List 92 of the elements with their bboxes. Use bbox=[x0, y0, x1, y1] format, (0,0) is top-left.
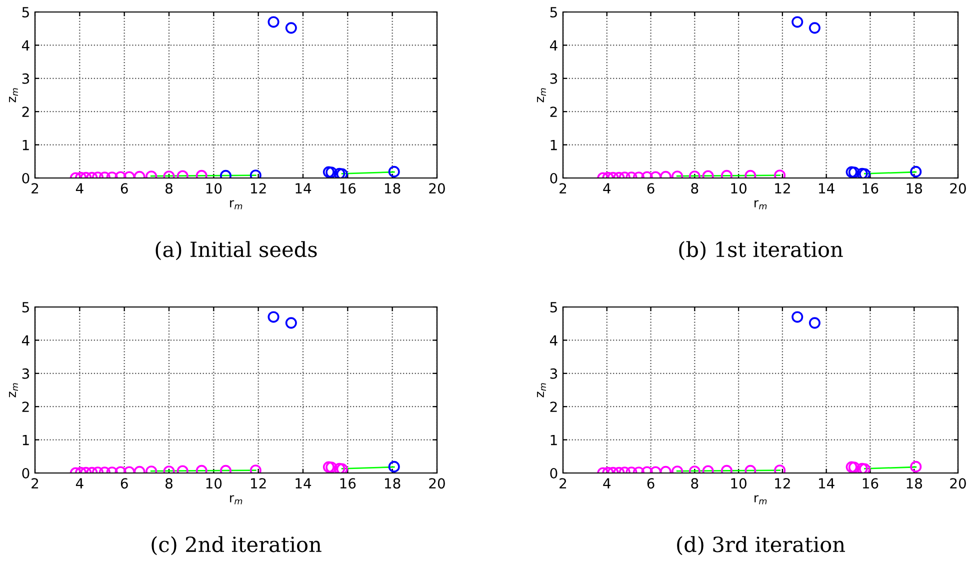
x-tick-label: 10 bbox=[206, 478, 222, 489]
x-tick-label: 4 bbox=[603, 183, 611, 194]
y-axis-title: z$_{m}$ bbox=[9, 383, 18, 398]
x-tick-label: 18 bbox=[385, 478, 400, 489]
point bbox=[336, 168, 348, 178]
point bbox=[792, 16, 804, 28]
x-tick-label: 14 bbox=[819, 183, 834, 194]
y-tick-label: 0 bbox=[22, 468, 30, 478]
x-tick-label: 20 bbox=[429, 183, 445, 194]
point bbox=[856, 168, 868, 178]
y-tick-label: 3 bbox=[550, 368, 558, 379]
y-tick-label: 0 bbox=[22, 172, 30, 184]
y-tick-label: 2 bbox=[22, 106, 29, 117]
x-tick-label: 12 bbox=[775, 478, 790, 488]
x-tick-label: 18 bbox=[385, 183, 400, 194]
x-tick-label: 6 bbox=[120, 183, 128, 194]
x-tick-label: 6 bbox=[647, 183, 654, 194]
x-tick-label: 18 bbox=[906, 183, 922, 194]
x-tick-label: 10 bbox=[731, 478, 746, 489]
x-axis-title: r$_{m}$ bbox=[230, 200, 242, 210]
y-tick-label: 0 bbox=[550, 172, 558, 184]
y-tick-label: 2 bbox=[550, 402, 557, 412]
x-tick-label: 8 bbox=[691, 183, 698, 194]
y-tick-label: 5 bbox=[550, 7, 557, 18]
x-tick-label: 14 bbox=[296, 183, 312, 194]
x-axis-title: r$_{m}$ bbox=[754, 495, 767, 504]
y-tick-label: 2 bbox=[22, 402, 29, 412]
point bbox=[858, 168, 870, 178]
x-tick-label: 8 bbox=[691, 478, 698, 489]
y-tick-label: 1 bbox=[550, 434, 557, 446]
x-tick-label: 12 bbox=[251, 183, 266, 194]
y-tick-label: 2 bbox=[550, 106, 557, 117]
x-tick-label: 6 bbox=[647, 478, 654, 489]
y-tick-label: 3 bbox=[22, 368, 30, 379]
text: (b) 1st iteration bbox=[679, 241, 843, 260]
point bbox=[792, 311, 804, 323]
y-axis-title: z$_{m}$ bbox=[9, 88, 18, 102]
x-tick-label: 18 bbox=[906, 478, 922, 489]
point bbox=[268, 311, 280, 323]
y-tick-label: 4 bbox=[22, 335, 30, 346]
point bbox=[858, 463, 870, 473]
x-tick-label: 2 bbox=[32, 478, 38, 488]
x-tick-label: 10 bbox=[206, 183, 222, 194]
y-axis-title: z$_{m}$ bbox=[537, 383, 546, 398]
x-tick-label: 4 bbox=[603, 478, 611, 488]
x-tick-label: 16 bbox=[340, 183, 356, 194]
y-tick-label: 4 bbox=[550, 40, 558, 50]
y-tick-label: 3 bbox=[550, 73, 558, 84]
y-tick-label: 3 bbox=[22, 73, 30, 84]
point bbox=[334, 168, 346, 178]
y-tick-label: 0 bbox=[550, 468, 558, 478]
x-tick-label: 16 bbox=[862, 478, 878, 489]
point bbox=[808, 317, 820, 329]
x-tick-label: 10 bbox=[731, 183, 746, 194]
y-tick-label: 1 bbox=[22, 140, 29, 150]
x-tick-label: 2 bbox=[560, 478, 566, 488]
y-tick-label: 5 bbox=[22, 302, 29, 312]
point bbox=[808, 22, 820, 34]
y-tick-label: 4 bbox=[22, 40, 30, 50]
x-tick-label: 4 bbox=[76, 183, 84, 194]
x-tick-label: 12 bbox=[775, 183, 790, 194]
point bbox=[285, 22, 297, 34]
text: (c) 2nd iteration bbox=[152, 536, 322, 556]
x-tick-label: 8 bbox=[166, 478, 172, 489]
x-tick-label: 20 bbox=[429, 478, 445, 489]
x-tick-label: 8 bbox=[166, 183, 172, 194]
x-tick-label: 4 bbox=[76, 478, 84, 488]
x-axis-title: r$_{m}$ bbox=[754, 200, 767, 210]
y-tick-label: 1 bbox=[22, 434, 29, 446]
x-tick-label: 14 bbox=[819, 478, 834, 488]
x-axis-title: r$_{m}$ bbox=[230, 495, 242, 504]
x-tick-label: 6 bbox=[120, 478, 128, 489]
x-tick-label: 14 bbox=[296, 478, 312, 488]
x-tick-label: 16 bbox=[340, 478, 356, 489]
point bbox=[268, 16, 280, 28]
point bbox=[334, 462, 346, 473]
point bbox=[285, 317, 297, 329]
x-tick-label: 2 bbox=[32, 183, 38, 194]
y-tick-label: 1 bbox=[550, 140, 557, 150]
point bbox=[336, 463, 348, 473]
x-tick-label: 12 bbox=[251, 478, 266, 488]
y-tick-label: 5 bbox=[550, 302, 557, 312]
text: (d) 3rd iteration bbox=[677, 536, 845, 556]
text: (a) Initial seeds bbox=[156, 241, 317, 260]
y-axis-title: z$_{m}$ bbox=[537, 88, 546, 102]
y-tick-label: 5 bbox=[22, 7, 29, 18]
x-tick-label: 16 bbox=[862, 183, 878, 194]
x-tick-label: 2 bbox=[560, 183, 566, 194]
x-tick-label: 20 bbox=[950, 183, 966, 194]
x-tick-label: 20 bbox=[950, 478, 966, 489]
y-tick-label: 4 bbox=[550, 335, 558, 346]
point bbox=[856, 462, 868, 473]
